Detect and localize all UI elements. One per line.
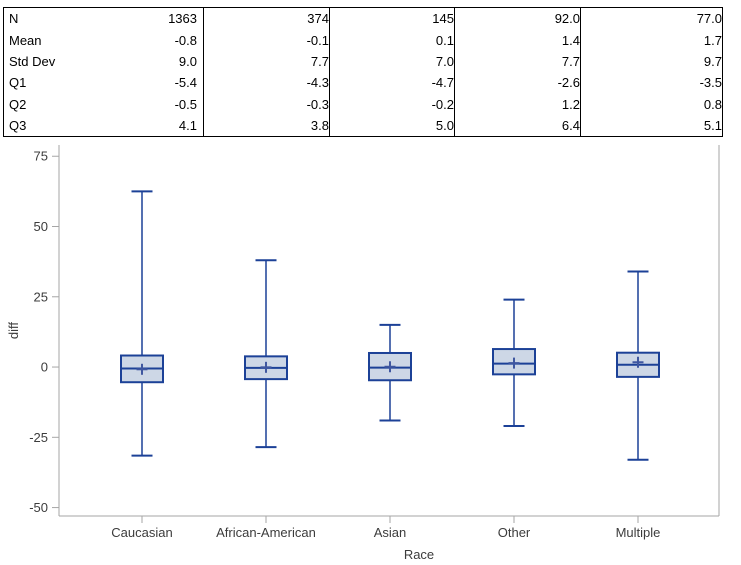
stat-row-label: Q3 (9, 118, 27, 134)
stat-cell: 9.0 (178, 53, 197, 69)
stat-cell: 5.0 (329, 114, 455, 137)
stat-row-label: Q1 (9, 75, 27, 91)
x-axis-title: Race (404, 547, 434, 562)
table-row: Std Dev 9.0 7.7 7.0 7.7 9.7 (4, 50, 723, 73)
x-tick-label: Caucasian (111, 525, 172, 540)
stat-cell: 3.8 (203, 114, 330, 137)
stats-table: N 1363 374 145 92.0 77.0 Mean -0.8 -0.1 0.… (3, 7, 723, 138)
stat-cell: 0.1 (329, 29, 455, 51)
stat-cell: 7.7 (203, 50, 330, 73)
stat-cell: 7.0 (329, 50, 455, 73)
stat-row-label: Q2 (9, 96, 27, 112)
stat-cell: 1.7 (580, 29, 723, 51)
stat-cell: -4.7 (329, 72, 455, 94)
x-tick-label: African-American (216, 525, 316, 540)
table-row: Q3 4.1 3.8 5.0 6.4 5.1 (4, 114, 723, 137)
x-tick-label: Multiple (616, 525, 661, 540)
stat-cell: 1.4 (454, 29, 581, 51)
stat-cell: 145 (329, 7, 455, 30)
stat-row-label: Mean (9, 32, 42, 48)
y-tick-label: 25 (34, 289, 48, 304)
y-tick-label: -50 (29, 500, 48, 515)
x-tick-label: Other (498, 525, 531, 540)
y-tick-label: 50 (34, 219, 48, 234)
y-tick-label: 75 (34, 149, 48, 164)
stat-row-label: N (9, 11, 19, 27)
stat-cell: 374 (203, 7, 330, 30)
stat-row-label: Std Dev (9, 53, 56, 69)
stat-cell: -5.4 (174, 75, 197, 91)
y-axis-title: diff (6, 322, 21, 339)
stat-cell: -0.1 (203, 29, 330, 51)
stat-cell: -0.2 (329, 93, 455, 115)
stat-cell: -0.8 (174, 32, 197, 48)
table-row: Mean -0.8 -0.1 0.1 1.4 1.7 (4, 29, 723, 51)
stat-cell: 1.2 (454, 93, 581, 115)
stat-cell: -0.3 (203, 93, 330, 115)
stat-cell: 6.4 (454, 114, 581, 137)
stat-cell: 92.0 (454, 7, 581, 30)
x-tick-label: Asian (374, 525, 407, 540)
stat-cell: -4.3 (203, 72, 330, 94)
stat-cell: 5.1 (580, 114, 723, 137)
stat-cell: 0.8 (580, 93, 723, 115)
stat-cell: 9.7 (580, 50, 723, 73)
stat-cell: 7.7 (454, 50, 581, 73)
stat-cell: -2.6 (454, 72, 581, 94)
stat-cell: 1363 (168, 11, 197, 27)
table-row: Q2 -0.5 -0.3 -0.2 1.2 0.8 (4, 93, 723, 115)
y-tick-label: -25 (29, 430, 48, 445)
stat-cell: -3.5 (580, 72, 723, 94)
stat-cell: -0.5 (174, 96, 197, 112)
y-tick-label: 0 (41, 360, 48, 375)
table-row: Q1 -5.4 -4.3 -4.7 -2.6 -3.5 (4, 72, 723, 94)
stat-cell: 77.0 (580, 7, 723, 30)
stat-cell: 4.1 (178, 118, 197, 134)
table-row: N 1363 374 145 92.0 77.0 (4, 7, 723, 30)
